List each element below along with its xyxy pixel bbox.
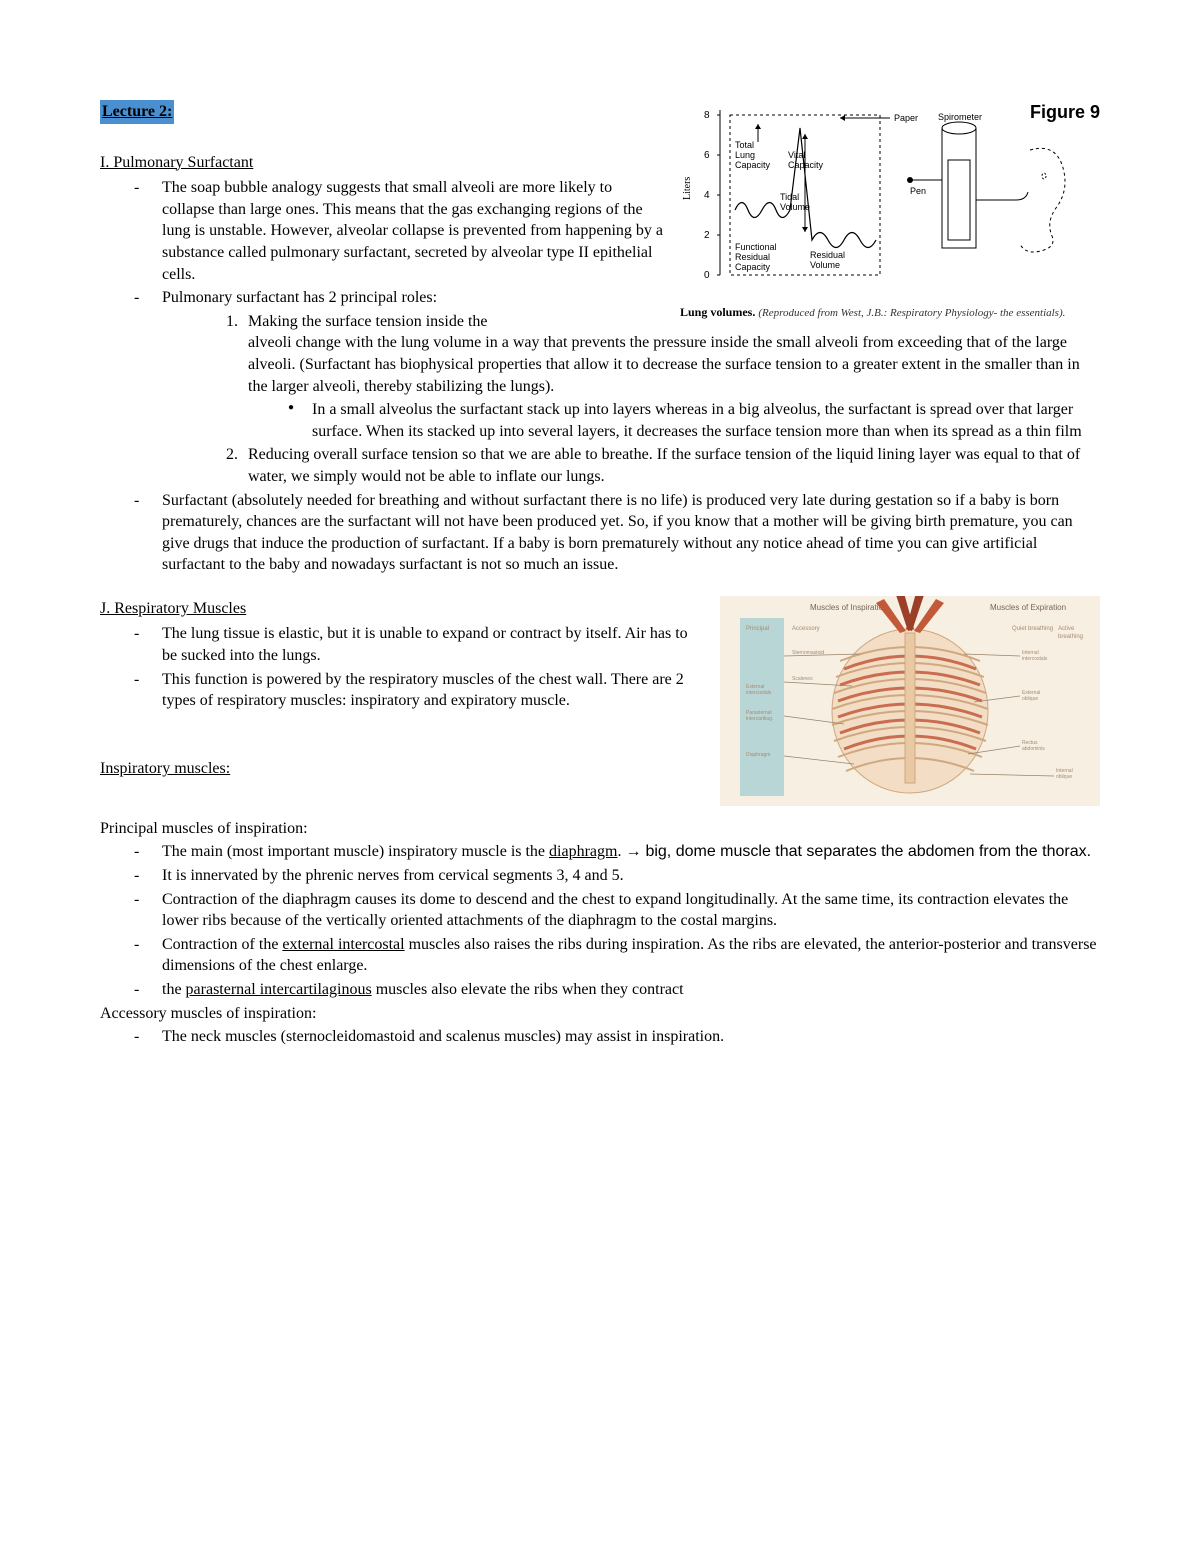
svg-text:intercartilag.: intercartilag.: [746, 716, 773, 722]
external-intercostal-term: external intercostal: [282, 936, 404, 953]
accessory-muscles-title: Accessory muscles of inspiration:: [100, 1003, 1100, 1025]
list-item: In a small alveolus the surfactant stack…: [288, 399, 1100, 442]
list-item: The neck muscles (sternocleidomastoid an…: [134, 1026, 1100, 1048]
list-item: Making the surface tension inside the al…: [242, 311, 1100, 443]
parasternal-term: parasternal intercartilaginous: [186, 981, 372, 998]
svg-text:Capacity: Capacity: [735, 160, 771, 170]
svg-text:8: 8: [704, 110, 710, 121]
svg-text:abdominis: abdominis: [1022, 746, 1045, 752]
text: the: [162, 981, 186, 998]
fig-header-left: Muscles of Inspiration: [810, 603, 887, 612]
text: alveoli change with the lung volume in a…: [248, 334, 1080, 394]
section-i-numbered: Making the surface tension inside the al…: [242, 311, 1100, 488]
text: Contraction of the: [162, 936, 282, 953]
text: The main (most important muscle) inspira…: [162, 843, 549, 860]
list-item: The main (most important muscle) inspira…: [134, 841, 1100, 863]
text: muscles also elevate the ribs when they …: [372, 981, 684, 998]
list-item: Reducing overall surface tension so that…: [242, 444, 1100, 487]
list-item: The lung tissue is elastic, but it is un…: [134, 623, 1100, 666]
svg-text:Diaphragm: Diaphragm: [746, 752, 770, 758]
list-item: Contraction of the diaphragm causes its …: [134, 889, 1100, 932]
principal-muscles-list: The main (most important muscle) inspira…: [134, 841, 1100, 1000]
sub-bullet-list: In a small alveolus the surfactant stack…: [288, 399, 1100, 442]
fig-header-right: Muscles of Expiration: [990, 603, 1066, 612]
svg-text:Paper: Paper: [894, 113, 918, 123]
svg-text:Capacity: Capacity: [788, 160, 824, 170]
section-i-list: The soap bubble analogy suggests that sm…: [134, 177, 1100, 576]
svg-text:Total: Total: [735, 140, 754, 150]
principal-muscles-title: Principal muscles of inspiration:: [100, 818, 1100, 840]
text: Pulmonary surfactant has 2 principal rol…: [162, 289, 437, 306]
svg-text:Vital: Vital: [788, 150, 805, 160]
accessory-muscles-list: The neck muscles (sternocleidomastoid an…: [134, 1026, 1100, 1048]
list-item: It is innervated by the phrenic nerves f…: [134, 865, 1100, 887]
svg-text:Lung: Lung: [735, 150, 755, 160]
figure-9-label: Figure 9: [1030, 100, 1100, 124]
list-item: The soap bubble analogy suggests that sm…: [134, 177, 1100, 285]
list-item: Pulmonary surfactant has 2 principal rol…: [134, 287, 1100, 487]
arrow-icon: . →: [617, 843, 645, 860]
text: Making the surface tension inside the: [248, 313, 488, 330]
list-item: This function is powered by the respirat…: [134, 669, 1100, 712]
svg-text:Spirometer: Spirometer: [938, 112, 982, 122]
diaphragm-term: diaphragm: [549, 843, 617, 860]
list-item: Contraction of the external intercostal …: [134, 934, 1100, 977]
lecture-header: Lecture 2:: [100, 100, 174, 124]
text: big, dome muscle that separates the abdo…: [645, 843, 1091, 860]
list-item: the parasternal intercartilaginous muscl…: [134, 979, 1100, 1001]
list-item: Surfactant (absolutely needed for breath…: [134, 490, 1100, 576]
svg-text:oblique: oblique: [1056, 774, 1072, 780]
svg-text:6: 6: [704, 150, 710, 161]
